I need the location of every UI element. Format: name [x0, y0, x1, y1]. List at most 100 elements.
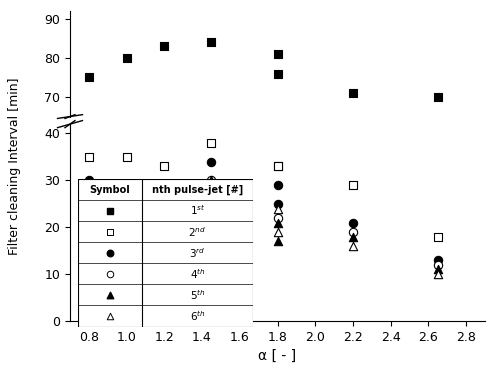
Point [349, 254, 357, 260]
Point [349, 234, 357, 239]
Point [160, 196, 168, 202]
Point [85, 262, 93, 268]
Point [208, 39, 216, 45]
Point [274, 182, 281, 188]
Point [122, 274, 130, 280]
Point [274, 239, 281, 245]
Point [208, 254, 216, 260]
Point [160, 215, 168, 221]
Point [122, 274, 130, 280]
Point [85, 154, 93, 160]
Point [106, 313, 114, 319]
Point [160, 286, 168, 292]
Point [106, 229, 114, 235]
Point [274, 206, 281, 211]
Point [208, 235, 216, 241]
Point [106, 250, 114, 256]
Point [160, 266, 168, 272]
Point [274, 163, 281, 169]
Point [274, 274, 281, 280]
Point [208, 140, 216, 146]
Point [160, 163, 168, 169]
X-axis label: α [ - ]: α [ - ] [258, 349, 296, 363]
Point [122, 206, 130, 211]
Text: 1$^{st}$: 1$^{st}$ [190, 204, 205, 217]
Point [349, 293, 357, 299]
Point [122, 266, 130, 272]
Point [106, 292, 114, 298]
Point [434, 325, 442, 331]
Point [274, 286, 281, 292]
Point [349, 90, 357, 96]
Point [85, 201, 93, 207]
Point [160, 258, 168, 264]
Point [434, 321, 442, 327]
Point [434, 266, 442, 272]
Point [85, 266, 93, 272]
Point [274, 270, 281, 276]
Point [274, 51, 281, 57]
Point [85, 192, 93, 197]
Point [274, 293, 281, 299]
Point [208, 177, 216, 183]
Point [160, 182, 168, 188]
Point [122, 266, 130, 272]
Point [274, 239, 281, 245]
Point [85, 177, 93, 183]
Point [274, 229, 281, 235]
Point [160, 254, 168, 260]
Point [160, 220, 168, 225]
Point [274, 254, 281, 260]
Point [274, 301, 281, 307]
Point [434, 328, 442, 334]
Point [349, 305, 357, 311]
Point [349, 182, 357, 188]
Point [85, 250, 93, 256]
Point [122, 206, 130, 211]
Point [274, 220, 281, 225]
Point [434, 257, 442, 263]
Point [434, 262, 442, 268]
Point [160, 282, 168, 287]
Point [274, 238, 281, 244]
Point [274, 215, 281, 221]
Text: 3$^{rd}$: 3$^{rd}$ [189, 246, 206, 260]
Point [208, 177, 216, 183]
Point [85, 270, 93, 276]
Point [274, 163, 281, 169]
Point [434, 297, 442, 303]
Point [274, 201, 281, 207]
Point [122, 196, 130, 202]
Text: 6$^{th}$: 6$^{th}$ [190, 309, 205, 323]
Point [122, 231, 130, 237]
Text: nth pulse-jet [#]: nth pulse-jet [#] [152, 184, 243, 194]
Text: Filter cleaning Interval [min]: Filter cleaning Interval [min] [8, 77, 22, 255]
Text: 5$^{th}$: 5$^{th}$ [190, 288, 205, 302]
Point [274, 282, 281, 287]
Point [160, 187, 168, 193]
Text: 2$^{nd}$: 2$^{nd}$ [188, 225, 206, 239]
Point [208, 250, 216, 256]
Point [274, 70, 281, 76]
Point [208, 250, 216, 256]
Point [122, 55, 130, 61]
Point [208, 219, 216, 225]
Point [160, 239, 168, 245]
Point [160, 43, 168, 49]
Point [85, 75, 93, 80]
Point [349, 297, 357, 303]
Point [208, 159, 216, 165]
Point [208, 182, 216, 188]
Point [349, 220, 357, 225]
Point [85, 196, 93, 202]
Point [434, 317, 442, 323]
Point [434, 271, 442, 277]
Point [349, 243, 357, 249]
Point [349, 286, 357, 292]
Point [106, 208, 114, 214]
Point [122, 196, 130, 202]
Point [434, 94, 442, 100]
Point [122, 154, 130, 160]
Point [85, 231, 93, 237]
Text: Symbol: Symbol [90, 184, 130, 194]
